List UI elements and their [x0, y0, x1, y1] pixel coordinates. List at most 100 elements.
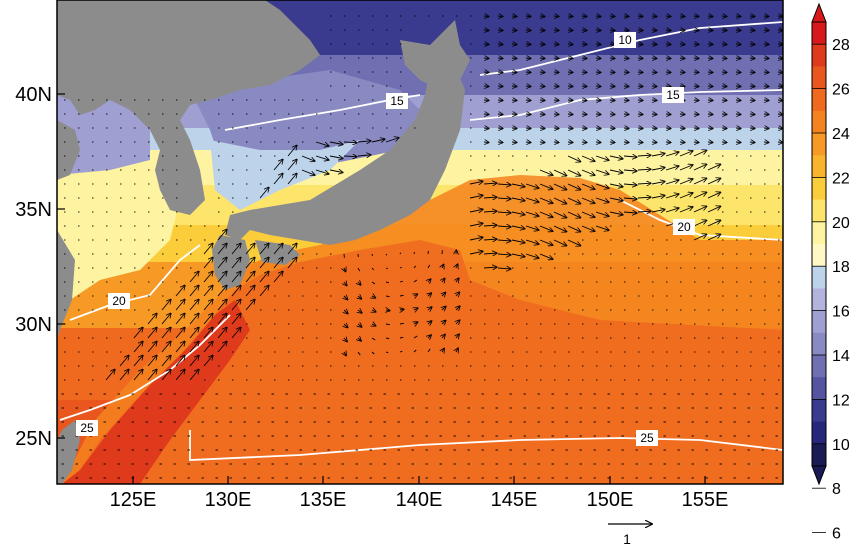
- current-vector: [358, 310, 362, 313]
- current-vector: [497, 212, 511, 213]
- current-vector: [217, 271, 227, 283]
- current-vector: [456, 292, 460, 296]
- current-vector: [637, 155, 651, 156]
- current-vector: [778, 58, 783, 59]
- current-vector: [581, 155, 595, 161]
- current-vector: [694, 142, 699, 143]
- mainland-asia: [57, 0, 320, 215]
- current-vector: [596, 72, 601, 73]
- current-vector: [385, 323, 390, 326]
- current-vector: [371, 281, 376, 285]
- current-vector: [554, 44, 559, 45]
- current-vector: [428, 335, 431, 338]
- current-vector: [539, 169, 553, 175]
- current-vector: [736, 86, 741, 87]
- lat-label: 35N: [15, 199, 52, 221]
- current-vector: [203, 299, 213, 311]
- current-vector: [554, 72, 559, 73]
- current-vector: [189, 313, 199, 325]
- current-vector: [652, 30, 657, 31]
- current-vector: [637, 183, 651, 184]
- current-vector: [736, 114, 741, 115]
- current-vector: [553, 197, 567, 204]
- current-vector: [736, 30, 741, 31]
- contour-label-20-east: 20: [677, 220, 691, 234]
- current-vector: [512, 30, 517, 31]
- current-vector: [624, 142, 629, 143]
- current-vector: [554, 16, 559, 17]
- current-vector: [469, 237, 483, 240]
- contour-label-group: 10 15 15 20 20 25 25: [76, 32, 695, 446]
- current-vector: [525, 253, 539, 258]
- current-vector: [442, 306, 446, 310]
- current-vector: [680, 114, 685, 115]
- current-vector: [778, 30, 783, 31]
- current-vector: [512, 86, 517, 87]
- current-vector: [175, 355, 185, 367]
- current-vector: [638, 142, 643, 143]
- current-vector: [189, 369, 199, 381]
- current-vector: [525, 239, 539, 244]
- current-vector: [665, 194, 679, 199]
- current-vector: [637, 169, 651, 170]
- current-vector: [568, 128, 573, 129]
- current-vector: [525, 183, 539, 188]
- current-vector: [427, 348, 431, 353]
- current-vector: [679, 165, 693, 171]
- current-vector: [736, 100, 741, 101]
- current-vector: [512, 100, 517, 101]
- colorbar-segment: [812, 221, 826, 245]
- current-vector: [652, 86, 657, 87]
- current-vector: [707, 178, 721, 185]
- current-vector: [217, 327, 227, 339]
- current-vector: [385, 337, 390, 340]
- current-vector: [568, 72, 573, 73]
- reference-vector: 1: [608, 524, 652, 546]
- current-vector: [442, 264, 444, 268]
- current-vector: [484, 58, 489, 59]
- current-vector: [540, 100, 545, 101]
- current-vector: [680, 30, 685, 31]
- current-vector: [680, 58, 685, 59]
- current-vector: [568, 86, 573, 87]
- current-vector: [638, 72, 643, 73]
- current-vector: [665, 180, 679, 185]
- current-vector: [736, 128, 741, 129]
- colorbar-label: 8: [832, 481, 841, 498]
- colorbar-segment: [812, 199, 826, 223]
- current-vector: [693, 164, 707, 171]
- current-vector: [596, 44, 601, 45]
- contour-label-10: 10: [618, 33, 632, 47]
- current-vector: [665, 208, 679, 213]
- current-vector: [609, 170, 623, 173]
- current-vector: [498, 30, 503, 31]
- colorbar-label: 20: [832, 215, 850, 232]
- current-vector: [778, 44, 783, 45]
- current-vector: [512, 44, 517, 45]
- current-vector: [428, 321, 432, 324]
- current-vector: [428, 279, 431, 282]
- current-vector: [638, 128, 643, 129]
- current-vector: [707, 206, 721, 213]
- current-vector: [708, 114, 713, 115]
- current-vector: [189, 271, 199, 283]
- current-vector: [386, 310, 390, 311]
- current-vector: [189, 327, 199, 339]
- current-vector: [329, 170, 343, 172]
- current-vector: [666, 128, 671, 129]
- current-vector: [245, 257, 255, 269]
- current-vector: [133, 369, 143, 381]
- current-vector: [652, 72, 657, 73]
- current-vector: [568, 44, 573, 45]
- current-vector: [568, 58, 573, 59]
- current-vector: [568, 142, 573, 143]
- current-vector: [483, 183, 497, 184]
- current-vector: [680, 72, 685, 73]
- contour-label-15-east: 15: [666, 88, 680, 102]
- current-vector: [582, 86, 587, 87]
- current-vector: [484, 72, 489, 73]
- current-vector: [666, 72, 671, 73]
- current-vector: [581, 211, 595, 217]
- current-vector: [708, 16, 713, 17]
- colorbar-label: 28: [832, 37, 850, 54]
